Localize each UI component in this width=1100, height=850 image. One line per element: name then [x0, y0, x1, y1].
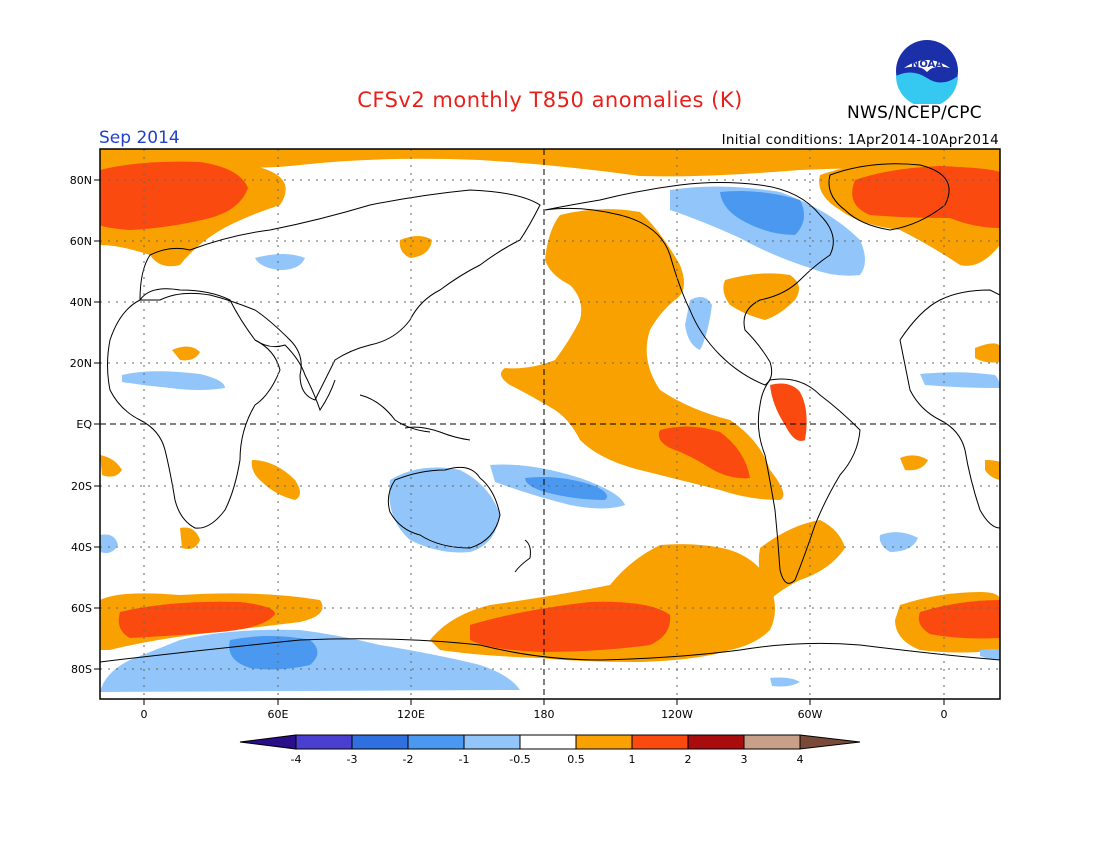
lon-label-0-left: 0	[141, 708, 148, 721]
colorbar-segment-lt-4	[239, 734, 297, 750]
map-title: CFSv2 monthly T850 anomalies (K)	[357, 88, 743, 112]
colorbar-segment-2-3	[687, 734, 745, 750]
lat-label-20s: 20S	[71, 480, 92, 493]
lon-label-120e: 120E	[397, 708, 425, 721]
colorbar-segment-m4-m3	[295, 734, 353, 750]
colorbar-segment-gt-4	[799, 734, 861, 750]
noaa-logo: NOAA	[894, 38, 960, 108]
lat-label-40n: 40N	[70, 296, 92, 309]
colorbar-label: 1	[629, 753, 636, 766]
colorbar-label: -3	[347, 753, 358, 766]
colorbar-segment-m3-m2	[351, 734, 409, 750]
colorbar-label: 3	[741, 753, 748, 766]
lat-label-20n: 20N	[70, 357, 92, 370]
initial-conditions: Initial conditions: 1Apr2014-10Apr2014	[721, 132, 999, 148]
forecast-period: Sep 2014	[99, 128, 180, 148]
colorbar-labels: -4 -3 -2 -1 -0.5 0.5 1 2 3 4	[291, 753, 804, 766]
anomaly-fields	[100, 149, 1000, 692]
equator-dateline	[100, 149, 1000, 699]
strong-warm-regions	[100, 161, 1000, 652]
tick-marks	[94, 179, 945, 705]
colorbar-label: -2	[403, 753, 414, 766]
lat-label-60s: 60S	[71, 602, 92, 615]
lon-label-180: 180	[534, 708, 555, 721]
colorbar-label: 2	[685, 753, 692, 766]
color-bar	[239, 734, 861, 750]
agency-label: NWS/NCEP/CPC	[847, 103, 982, 123]
coastlines	[100, 163, 1000, 663]
colorbar-label: -0.5	[509, 753, 530, 766]
colorbar-label: -4	[291, 753, 302, 766]
latitude-labels: 80N 60N 40N 20N EQ 20S 40S 60S 80S	[70, 174, 93, 676]
lat-label-40s: 40S	[71, 541, 92, 554]
longitude-labels: 0 60E 120E 180 120W 60W 0	[141, 708, 948, 721]
colorbar-segment-m2-m1	[407, 734, 465, 750]
colorbar-label: 4	[797, 753, 804, 766]
colorbar-segment-1-2	[631, 734, 689, 750]
logo-text: NOAA	[911, 59, 943, 70]
colorbar-segment-3-4	[743, 734, 801, 750]
lon-label-0-right: 0	[941, 708, 948, 721]
lat-label-60n: 60N	[70, 235, 92, 248]
colorbar-label: -1	[459, 753, 470, 766]
lon-label-120w: 120W	[661, 708, 693, 721]
strong-cool-regions	[229, 191, 804, 670]
colorbar-segment-neutral	[519, 734, 577, 750]
colorbar-segment-05-1	[575, 734, 633, 750]
lat-label-80n: 80N	[70, 174, 92, 187]
lon-label-60e: 60E	[268, 708, 289, 721]
lat-label-80s: 80S	[71, 663, 92, 676]
lat-label-eq: EQ	[76, 418, 92, 431]
colorbar-label: 0.5	[567, 753, 585, 766]
lon-label-60w: 60W	[798, 708, 823, 721]
colorbar-segment-m1-m05	[463, 734, 521, 750]
graticule	[100, 149, 1000, 699]
